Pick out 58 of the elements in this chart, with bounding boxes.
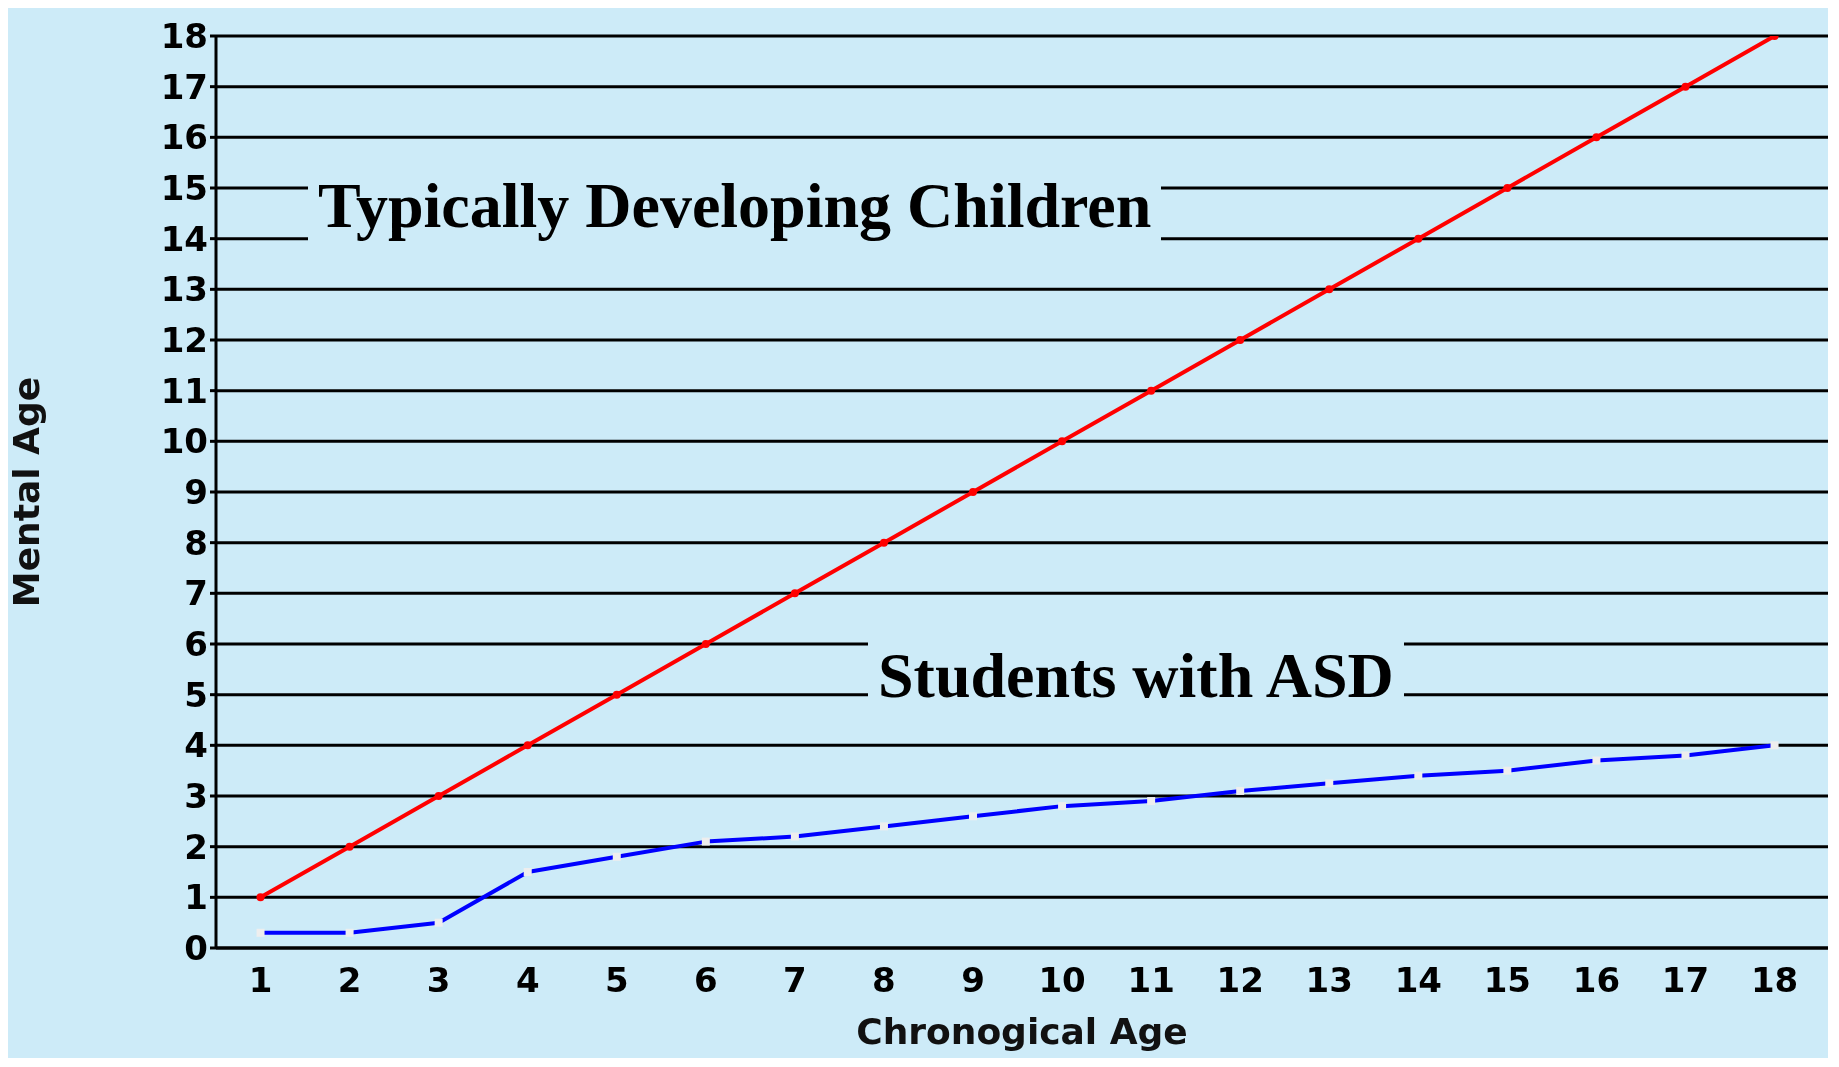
point (879, 538, 888, 547)
y-tick-label: 1 (184, 877, 208, 918)
point (790, 589, 799, 598)
y-tick-label: 6 (184, 624, 208, 665)
y-tick-label: 9 (184, 472, 208, 513)
point (1325, 285, 1334, 294)
x-tick-label: 10 (1038, 960, 1086, 1001)
y-tick-label: 13 (160, 269, 208, 310)
point (345, 842, 354, 851)
x-tick-label: 11 (1127, 960, 1175, 1001)
x-tick-label: 17 (1661, 960, 1710, 1001)
x-tick-label: 14 (1394, 960, 1442, 1001)
y-tick-label: 8 (184, 522, 208, 563)
point (523, 741, 532, 750)
point (1503, 184, 1512, 192)
point (256, 893, 265, 902)
point (969, 488, 978, 496)
x-tick-label: 7 (783, 960, 807, 1001)
y-axis-title: Mental Age (5, 376, 47, 608)
annotation: Students with ASD (868, 638, 1404, 714)
y-tick-label: 5 (184, 674, 208, 715)
y-tick-label: 4 (184, 725, 208, 766)
x-tick-label: 8 (872, 960, 896, 1001)
x-tick-label: 5 (604, 960, 629, 1001)
y-tick-label: 14 (160, 218, 208, 259)
point (701, 640, 710, 648)
point (1414, 234, 1423, 243)
x-tick-label: 2 (337, 960, 362, 1001)
x-tick-label: 3 (426, 960, 451, 1001)
y-tick-label: 12 (160, 320, 208, 361)
point (1236, 336, 1245, 344)
y-tick-label: 18 (160, 16, 208, 57)
point (1147, 386, 1156, 395)
x-tick-label: 1 (248, 960, 273, 1001)
x-tick-label: 13 (1305, 960, 1353, 1001)
point (1681, 82, 1690, 91)
y-tick-label: 17 (160, 66, 208, 107)
x-tick-label: 12 (1216, 960, 1264, 1001)
y-tick-label: 7 (184, 573, 208, 614)
y-tick-label: 0 (184, 928, 208, 969)
point (612, 690, 621, 699)
x-axis-title: Chronogical Age (856, 1011, 1188, 1052)
x-tick-label: 16 (1572, 960, 1621, 1001)
x-tick-label: 6 (694, 960, 718, 1001)
y-tick-label: 15 (160, 168, 208, 209)
x-tick-label: 18 (1750, 960, 1799, 1001)
x-tick-label: 4 (515, 960, 540, 1001)
point (1058, 437, 1067, 446)
y-tick-label: 11 (160, 370, 208, 411)
y-tick-label: 2 (184, 826, 208, 867)
y-tick-label: 3 (184, 776, 208, 817)
y-tick-label: 10 (160, 421, 208, 462)
x-tick-label: 15 (1483, 960, 1532, 1001)
point (1592, 133, 1601, 142)
x-tick-label: 9 (961, 960, 985, 1001)
annotation: Typically Developing Children (308, 168, 1162, 244)
y-tick-label: 16 (160, 117, 208, 158)
point (434, 792, 443, 800)
